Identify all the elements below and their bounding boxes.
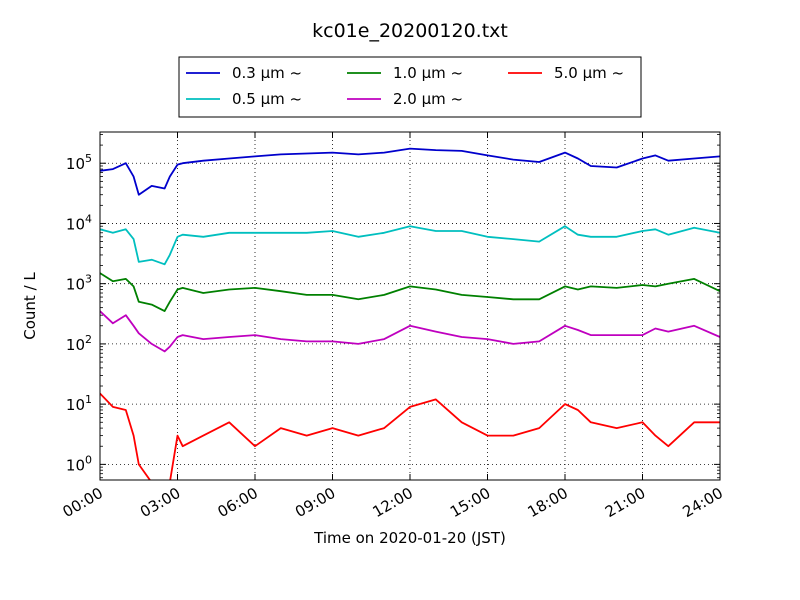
series-line-1 (100, 225, 720, 266)
x-tick-label: 03:00 (137, 484, 183, 521)
x-tick-label: 09:00 (292, 484, 338, 521)
legend-entry-4: 5.0 μm ~ (554, 64, 624, 82)
series-line-0 (100, 147, 720, 196)
x-tick-labels: 00:00 03:00 06:00 09:00 12:00 15:00 18:00 21:00… (60, 484, 726, 521)
series-line-2 (100, 272, 720, 313)
x-axis-label: Time on 2020-01-20 (JST) (313, 529, 506, 547)
ticks (99, 132, 721, 480)
x-tick-label: 00:00 (60, 484, 106, 521)
y-tick-label: 104 (66, 212, 92, 233)
grid (100, 132, 720, 480)
x-tick-label: 06:00 (215, 484, 261, 521)
legend-entry-1: 0.5 μm ~ (232, 90, 302, 108)
legend-entry-3: 2.0 μm ~ (393, 90, 463, 108)
y-axis-label: Count / L (21, 272, 39, 340)
x-tick-label: 12:00 (370, 484, 416, 521)
legend-entry-2: 1.0 μm ~ (393, 64, 463, 82)
y-tick-labels: 100 101 102 103 104 105 (66, 152, 92, 474)
x-tick-label: 24:00 (680, 484, 726, 521)
x-tick-label: 21:00 (602, 484, 648, 521)
x-tick-label: 18:00 (525, 484, 571, 521)
x-tick-label: 15:00 (447, 484, 493, 521)
series-lines (100, 147, 720, 480)
y-tick-label: 100 (66, 453, 92, 474)
plot-frame (99, 131, 721, 481)
legend: 0.3 μm ~ 0.5 μm ~ 1.0 μm ~ 2.0 μm ~ 5.0 μm ~ (178, 56, 642, 118)
series-line-4 (100, 392, 720, 480)
y-tick-label: 102 (66, 333, 92, 354)
legend-entry-0: 0.3 μm ~ (232, 64, 302, 82)
chart-title: kc01e_20200120.txt (312, 20, 508, 42)
series-line-3 (100, 310, 720, 353)
y-tick-label: 103 (66, 273, 92, 294)
y-tick-label: 101 (66, 393, 92, 414)
legend-frame (178, 56, 642, 118)
y-tick-label: 105 (66, 152, 92, 173)
